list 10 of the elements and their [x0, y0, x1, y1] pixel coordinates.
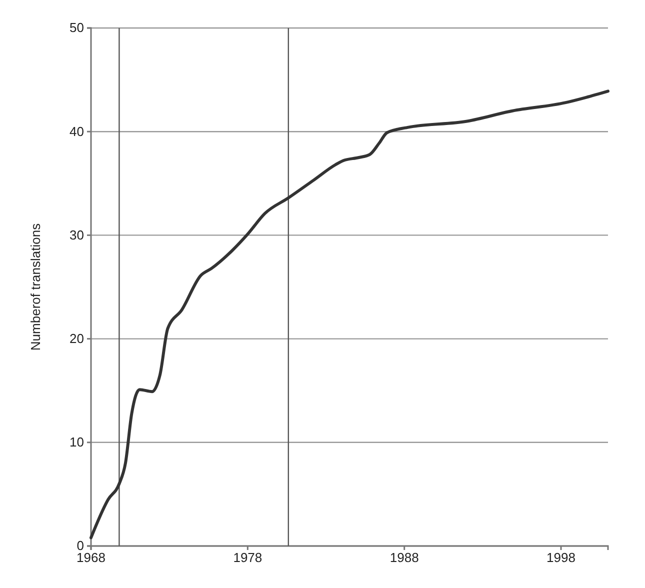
- y-tick-label: 40: [70, 124, 84, 139]
- y-tick-label: 30: [70, 227, 84, 242]
- y-tick-label: 10: [70, 434, 84, 450]
- x-tick-label: 1988: [390, 550, 419, 566]
- y-tick-label: 50: [70, 20, 84, 36]
- x-tick-label: 1978: [233, 550, 262, 566]
- y-axis-title: Numberof translations: [28, 222, 43, 351]
- x-tick-label: 1998: [546, 550, 576, 566]
- y-tick-label: 20: [70, 330, 84, 346]
- line-series: [90, 90, 610, 540]
